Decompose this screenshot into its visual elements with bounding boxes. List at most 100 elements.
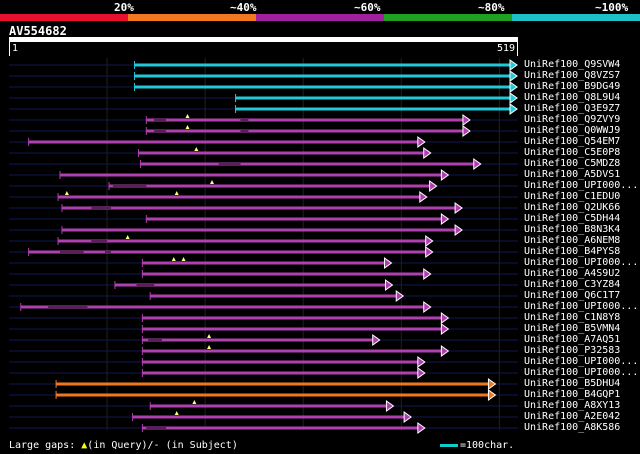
query-end: 519: [496, 43, 515, 54]
query-gap-icon: ▲: [81, 440, 88, 451]
hit-arrow-icon: [423, 268, 432, 280]
query-gap-marker-icon: [171, 257, 176, 261]
scale-segment: [256, 14, 384, 21]
hit-arrow-icon: [509, 81, 518, 93]
query-gap-marker-icon: [192, 400, 197, 404]
hit-label[interactable]: UniRef100_Q3E9Z7: [524, 103, 621, 114]
hit-arrow-icon: [372, 334, 381, 346]
hit-arrow-icon: [509, 59, 518, 71]
hit-arrow-icon: [425, 235, 434, 247]
hit-label[interactable]: UniRef100_Q8L9U4: [524, 92, 621, 103]
legend-in-query: (in Query)/: [87, 440, 154, 451]
hit-label[interactable]: UniRef100_B5VMN4: [524, 323, 621, 334]
hit-label[interactable]: UniRef100_UPI000...: [524, 301, 639, 312]
scale-segment: [512, 14, 640, 21]
hit-arrow-icon: [462, 125, 471, 137]
hit-label[interactable]: UniRef100_A5DVS1: [524, 169, 621, 180]
hit-label[interactable]: UniRef100_C5E0P8: [524, 147, 621, 158]
hit-arrow-icon: [473, 158, 482, 170]
hit-arrow-icon: [509, 70, 518, 82]
hit-arrow-icon: [440, 169, 450, 181]
scale-label: 20%: [114, 1, 134, 14]
hit-label[interactable]: UniRef100_B5DHU4: [524, 378, 621, 389]
hit-label[interactable]: UniRef100_Q0WWJ9: [524, 125, 621, 136]
hit-label[interactable]: UniRef100_B4GQP1: [524, 389, 621, 400]
hit-label[interactable]: UniRef100_Q8VZS7: [524, 70, 621, 81]
hit-arrow-icon: [487, 389, 497, 401]
hit-label[interactable]: UniRef100_B9DG49: [524, 81, 621, 92]
hit-arrow-icon: [417, 422, 426, 434]
hit-arrow-icon: [462, 114, 471, 126]
hit-label[interactable]: UniRef100_A8K586: [524, 422, 621, 433]
scale-segment: [0, 14, 128, 21]
hit-label[interactable]: UniRef100_C5DH44: [524, 213, 621, 224]
hit-arrow-icon: [417, 367, 426, 379]
ruler-left-cap: [9, 42, 10, 56]
hit-arrow-icon: [454, 224, 463, 236]
query-gap-marker-icon: [174, 191, 179, 195]
query-start: 1: [12, 43, 19, 54]
hit-arrow-icon: [384, 279, 394, 291]
hit-label[interactable]: UniRef100_Q9ZVY9: [524, 114, 621, 125]
hit-arrow-icon: [423, 147, 432, 159]
hit-arrow-icon: [417, 356, 426, 368]
scale-swatch-icon: [440, 443, 458, 447]
query-gap-marker-icon: [125, 235, 130, 239]
ruler-right-cap: [517, 42, 518, 56]
hit-arrow-icon: [509, 92, 518, 104]
query-gap-marker-icon: [210, 180, 215, 184]
hit-label[interactable]: UniRef100_B4PYS8: [524, 246, 621, 257]
hit-arrow-icon: [395, 290, 405, 302]
hit-label[interactable]: UniRef100_C5MDZ8: [524, 158, 621, 169]
query-gap-marker-icon: [185, 125, 190, 129]
query-gap-marker-icon: [64, 191, 69, 195]
query-sequence-bar: [9, 37, 518, 42]
query-ruler: 1 519: [9, 42, 518, 56]
hit-label[interactable]: UniRef100_C1N8Y8: [524, 312, 621, 323]
scale-label: ~80%: [478, 1, 505, 14]
scale-legend: =100char.: [440, 440, 514, 451]
hit-label[interactable]: UniRef100_Q6C1T7: [524, 290, 621, 301]
query-id: AV554682: [9, 24, 67, 38]
scale-segment: [128, 14, 256, 21]
scale-segment: [384, 14, 512, 21]
subject-gap-icon: -: [153, 440, 160, 451]
query-gap-marker-icon: [194, 147, 199, 151]
hit-label[interactable]: UniRef100_A4S9U2: [524, 268, 621, 279]
hit-label[interactable]: UniRef100_A8XY13: [524, 400, 621, 411]
hit-label[interactable]: UniRef100_A7AQ51: [524, 334, 621, 345]
query-gap-marker-icon: [174, 411, 179, 415]
hit-label[interactable]: UniRef100_B8N3K4: [524, 224, 621, 235]
hit-label[interactable]: UniRef100_UPI000...: [524, 367, 639, 378]
hit-label[interactable]: UniRef100_C1EDU0: [524, 191, 621, 202]
hit-label[interactable]: UniRef100_A2E042: [524, 411, 621, 422]
hit-arrow-icon: [385, 400, 395, 412]
scale-label: ~100%: [595, 1, 629, 14]
hit-arrow-icon: [454, 202, 463, 214]
hit-label[interactable]: UniRef100_UPI000...: [524, 257, 639, 268]
hit-label[interactable]: UniRef100_C3YZ84: [524, 279, 621, 290]
hit-arrow-icon: [440, 312, 450, 324]
query-gap-marker-icon: [181, 257, 186, 261]
hit-arrow-icon: [423, 301, 432, 313]
hit-arrow-icon: [425, 246, 434, 258]
hit-label[interactable]: UniRef100_P32583: [524, 345, 621, 356]
legend-in-subject: (in Subject): [165, 440, 238, 451]
hit-label[interactable]: UniRef100_Q54EM7: [524, 136, 621, 147]
hit-arrow-icon: [509, 103, 518, 115]
hit-label[interactable]: UniRef100_UPI000...: [524, 180, 639, 191]
hit-arrow-icon: [440, 213, 450, 225]
hit-arrow-icon: [419, 191, 428, 203]
legend-large-gaps: Large gaps:: [9, 440, 76, 451]
hit-arrow-icon: [403, 411, 412, 423]
hit-arrow-icon: [440, 323, 450, 335]
gap-legend: Large gaps: ▲(in Query)/- (in Subject): [9, 440, 238, 451]
hit-label[interactable]: UniRef100_Q2UK66: [524, 202, 621, 213]
hit-label[interactable]: UniRef100_A6NEM8: [524, 235, 621, 246]
query-gap-marker-icon: [207, 345, 212, 349]
hit-arrow-icon: [417, 136, 426, 148]
hit-arrow-icon: [487, 378, 497, 390]
hit-label[interactable]: UniRef100_Q9SVW4: [524, 59, 621, 70]
hit-label[interactable]: UniRef100_UPI000...: [524, 356, 639, 367]
